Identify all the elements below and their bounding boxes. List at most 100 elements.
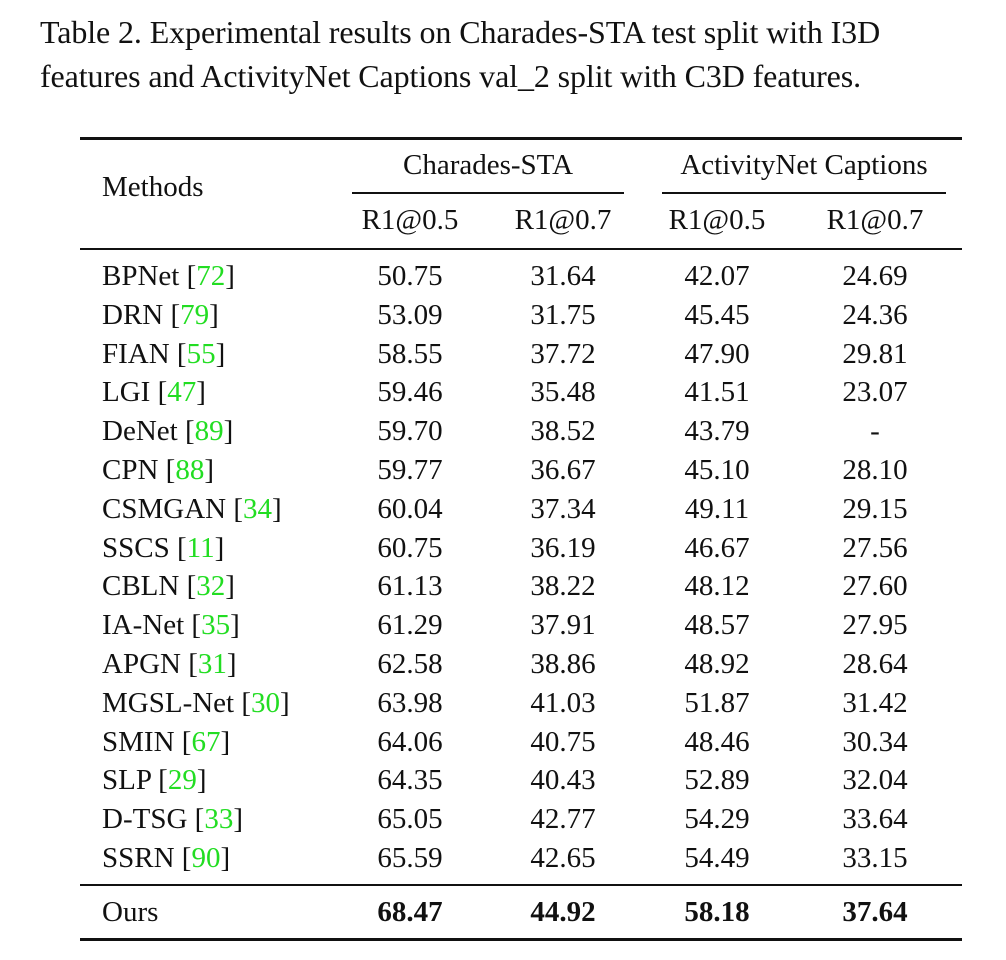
method-cell: SLP [29] (102, 764, 207, 797)
value-activitynet-r1-05: 48.92 (684, 648, 750, 680)
citation-link[interactable]: 30 (251, 686, 281, 719)
method-name: CSMGAN (102, 492, 227, 525)
value-activitynet-r1-05: 54.49 (684, 842, 750, 874)
value-charades-r1-05: 59.70 (377, 415, 443, 448)
citation-link[interactable]: 32 (196, 570, 226, 603)
method-cell: SSCS [11] (102, 531, 225, 564)
citation-link[interactable]: 89 (194, 415, 224, 448)
value-charades-r1-05: 65.05 (377, 803, 443, 836)
method-name: Ours (102, 896, 159, 928)
value-charades-r1-05: 50.75 (377, 260, 443, 292)
caption-line-1: Table 2. Experimental results on Charade… (40, 14, 881, 50)
method-name: MGSL-Net (102, 686, 235, 719)
citation-link[interactable]: 55 (186, 337, 216, 370)
ours-separator-rule (80, 884, 962, 886)
value-activitynet-r1-07: 27.60 (842, 570, 908, 603)
citation-link[interactable]: 90 (191, 842, 221, 874)
table-row: CBLN [32] 61.13 38.22 48.12 27.60 (80, 569, 962, 608)
results-table: Methods Charades-STA ActivityNet Caption… (80, 0, 962, 960)
value-activitynet-r1-05: 54.29 (684, 803, 750, 836)
table-row: IA-Net [35] 61.29 37.91 48.57 27.95 (80, 608, 962, 647)
value-charades-r1-05: 53.09 (377, 298, 443, 331)
method-name: SSRN (102, 842, 175, 874)
value-activitynet-r1-07: - (870, 415, 880, 448)
value-charades-r1-07: 37.72 (530, 337, 596, 370)
value-activitynet-r1-05: 49.11 (684, 492, 750, 525)
value-activitynet-r1-07: 29.15 (842, 492, 908, 525)
citation-link[interactable]: 34 (243, 492, 273, 525)
group-header-charades: Charades-STA (402, 149, 574, 181)
method-name: BPNet (102, 260, 180, 292)
method-name: D-TSG (102, 803, 188, 836)
citation-link[interactable]: 88 (175, 454, 205, 486)
metric-header-activitynet-r1-05: R1@0.5 (668, 204, 766, 236)
header-rule (80, 248, 962, 250)
group-header-activitynet: ActivityNet Captions (680, 149, 928, 181)
value-charades-r1-07: 44.92 (530, 896, 596, 928)
method-cell: SSRN [90] (102, 842, 231, 874)
method-cell: CPN [88] (102, 454, 215, 486)
value-charades-r1-05: 62.58 (377, 648, 443, 680)
table-row: CPN [88] 59.77 36.67 45.10 28.10 (80, 453, 962, 492)
table-row: BPNet [72] 50.75 31.64 42.07 24.69 (80, 259, 962, 298)
method-cell: BPNet [72] (102, 260, 235, 292)
value-charades-r1-07: 40.43 (530, 764, 596, 797)
value-charades-r1-05: 63.98 (377, 686, 443, 719)
table-row: CSMGAN [34] 60.04 37.34 49.11 29.15 (80, 492, 962, 531)
method-cell: CSMGAN [34] (102, 492, 282, 525)
value-charades-r1-07: 37.91 (530, 609, 596, 642)
value-charades-r1-07: 38.52 (530, 415, 596, 448)
metric-header-charades-r1-05: R1@0.5 (361, 204, 459, 236)
value-activitynet-r1-05: 46.67 (684, 531, 750, 564)
value-charades-r1-07: 38.22 (530, 570, 596, 603)
citation-link[interactable]: 79 (180, 298, 210, 331)
top-rule (80, 137, 962, 140)
method-name: FIAN (102, 337, 170, 370)
value-activitynet-r1-05: 48.12 (684, 570, 750, 603)
citation-link[interactable]: 67 (191, 725, 221, 758)
method-cell: DRN [79] (102, 298, 219, 331)
citation-link[interactable]: 35 (201, 609, 231, 642)
value-charades-r1-07: 40.75 (530, 725, 596, 758)
value-activitynet-r1-07: 31.42 (842, 686, 908, 719)
value-activitynet-r1-07: 28.10 (842, 454, 908, 486)
method-cell: SMIN [67] (102, 725, 231, 758)
citation-link[interactable]: 33 (204, 803, 234, 836)
method-name: LGI (102, 376, 151, 409)
table-row: SSCS [11] 60.75 36.19 46.67 27.56 (80, 531, 962, 570)
value-activitynet-r1-05: 42.07 (684, 260, 750, 292)
value-activitynet-r1-05: 48.57 (684, 609, 750, 642)
value-charades-r1-05: 68.47 (377, 896, 443, 928)
value-charades-r1-05: 58.55 (377, 337, 443, 370)
citation-link[interactable]: 31 (197, 648, 227, 680)
metric-header-activitynet-r1-07: R1@0.7 (826, 204, 924, 236)
value-charades-r1-07: 42.77 (530, 803, 596, 836)
value-activitynet-r1-05: 51.87 (684, 686, 750, 719)
value-activitynet-r1-07: 32.04 (842, 764, 908, 797)
method-name: SSCS (102, 531, 170, 564)
value-charades-r1-05: 65.59 (377, 842, 443, 874)
value-charades-r1-07: 38.86 (530, 648, 596, 680)
table-row: MGSL-Net [30] 63.98 41.03 51.87 31.42 (80, 686, 962, 725)
value-activitynet-r1-07: 27.56 (842, 531, 908, 564)
value-activitynet-r1-05: 45.10 (684, 454, 750, 486)
citation-link[interactable]: 29 (167, 764, 197, 797)
method-name: SLP (102, 764, 151, 797)
metric-header-charades-r1-07: R1@0.7 (514, 204, 612, 236)
method-name: APGN (102, 648, 181, 680)
citation-link[interactable]: 72 (196, 260, 226, 292)
method-name: IA-Net (102, 609, 185, 642)
citation-link[interactable]: 47 (167, 376, 197, 409)
method-cell: MGSL-Net [30] (102, 686, 290, 719)
value-activitynet-r1-07: 37.64 (842, 896, 908, 928)
value-charades-r1-05: 64.35 (377, 764, 443, 797)
table-row: FIAN [55] 58.55 37.72 47.90 29.81 (80, 337, 962, 376)
value-activitynet-r1-05: 52.89 (684, 764, 750, 797)
value-charades-r1-07: 36.67 (530, 454, 596, 486)
value-charades-r1-07: 31.64 (530, 260, 596, 292)
table-caption: Table 2. Experimental results on Charade… (40, 10, 1000, 98)
citation-link[interactable]: 11 (186, 531, 215, 564)
table-row: DRN [79] 53.09 31.75 45.45 24.36 (80, 298, 962, 337)
bottom-rule (80, 938, 962, 941)
caption-line-2: features and ActivityNet Captions val_2 … (40, 58, 861, 94)
